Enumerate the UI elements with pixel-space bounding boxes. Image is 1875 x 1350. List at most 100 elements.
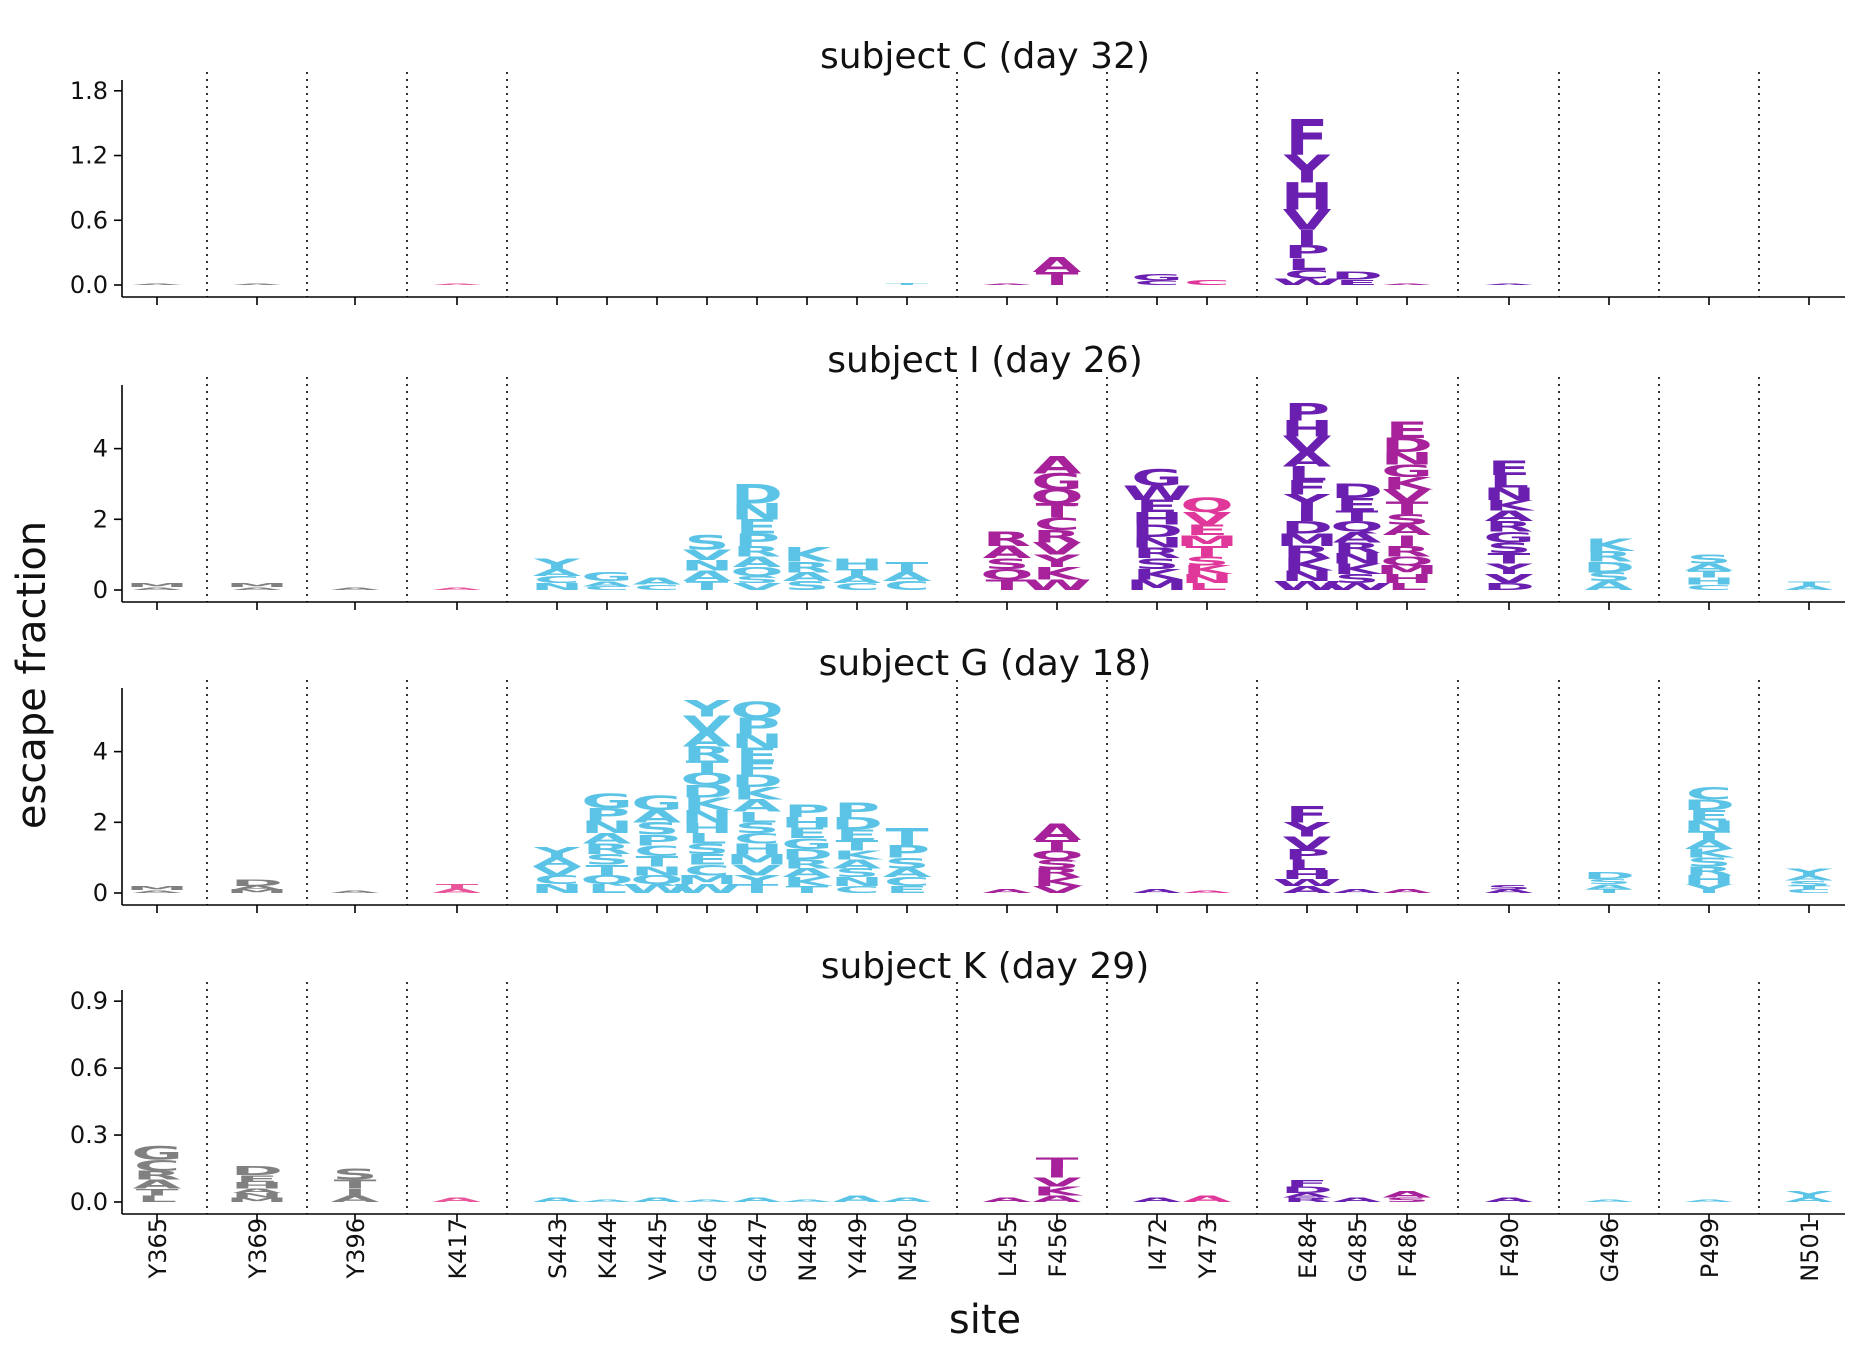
- logo-letter: G: [581, 790, 633, 812]
- logo-letter: A: [983, 889, 1032, 895]
- logo-letter: M: [226, 583, 289, 589]
- logo-letter: K: [1183, 563, 1234, 577]
- logo-letter: D: [731, 771, 783, 791]
- logo-letter: A: [133, 1177, 182, 1191]
- logo-letter: S: [784, 579, 829, 593]
- logo-letter: C: [1034, 514, 1080, 534]
- logo-letter: T: [736, 882, 779, 896]
- logo-letter: S: [734, 574, 779, 585]
- x-tick-label: G485: [1344, 1218, 1372, 1282]
- logo-letter: N: [231, 1192, 284, 1199]
- logo-letter: A: [1485, 284, 1534, 286]
- logo-letter: M: [726, 851, 789, 868]
- logo-letter: N: [1131, 534, 1184, 551]
- x-tick-label: F456: [1044, 1218, 1072, 1278]
- logo-letter: A: [883, 1196, 932, 1203]
- logo-letter: G: [1131, 466, 1183, 491]
- logo-letter: V: [1183, 509, 1232, 529]
- logo-letter: E: [1336, 495, 1379, 515]
- y-tick-label: 1.8: [70, 77, 108, 105]
- logo-letter: R: [733, 543, 781, 560]
- logo-letter: E: [1688, 807, 1731, 824]
- logo-letter: A: [1685, 838, 1734, 852]
- logo-letter: Q: [1180, 494, 1233, 516]
- logo-letter: A: [133, 284, 182, 286]
- logo-letter: F: [736, 759, 779, 779]
- logo-letter: I: [1295, 505, 1318, 525]
- logo-letter: C: [1184, 278, 1230, 287]
- logo-letter: W: [1272, 579, 1341, 593]
- logo-letter: A: [983, 284, 1032, 286]
- logo-letter: M: [226, 1196, 289, 1203]
- logo-letter: K: [783, 544, 834, 566]
- y-tick-label: 4: [93, 738, 108, 766]
- logo-letter: L: [1287, 463, 1327, 485]
- logo-letter: O: [730, 698, 783, 723]
- logo-letter: R: [1283, 542, 1331, 562]
- logo-letter: D: [731, 479, 783, 510]
- logo-letter: A: [1333, 889, 1382, 895]
- logo-letter: S: [1134, 555, 1179, 572]
- logo-letter: V: [1033, 539, 1082, 559]
- y-tick-label: 0.0: [70, 271, 108, 299]
- logo-letter: T: [1788, 580, 1832, 587]
- logo-letter: M: [226, 889, 289, 895]
- logo-letter: H: [1683, 576, 1736, 587]
- logo-letter: D: [1331, 270, 1383, 282]
- logo-letter: D: [1131, 521, 1183, 541]
- logo-letter: Y: [1685, 882, 1734, 896]
- logo-letter: P: [784, 801, 830, 821]
- logo-letter: N: [1683, 818, 1736, 835]
- logo-letter: A: [833, 857, 882, 871]
- logo-letter: W: [622, 882, 691, 896]
- logo-letter: T: [1186, 543, 1229, 560]
- logo-letter: E: [1136, 496, 1179, 516]
- logo-letter: P: [834, 799, 880, 821]
- logo-letter: A: [1383, 1189, 1432, 1200]
- x-tick-label: L455: [994, 1218, 1022, 1277]
- logo-letter: E: [686, 851, 729, 868]
- x-tick-label: Y449: [844, 1218, 872, 1279]
- logo-letter: T: [886, 823, 930, 851]
- logo-letter: H: [1131, 509, 1184, 529]
- logo-letter: E: [786, 825, 829, 842]
- logo-letter: G: [631, 792, 683, 814]
- logo-letter: S: [1384, 1196, 1429, 1203]
- logo-letter: A: [1333, 529, 1383, 546]
- logo-letter: E: [1186, 522, 1229, 539]
- logo-letter: A: [1685, 562, 1734, 573]
- logo-letter: A: [583, 580, 632, 589]
- logo-letter: Y: [1283, 148, 1331, 192]
- logo-letter: K: [1033, 875, 1084, 889]
- logo-letter: Y: [1283, 819, 1332, 841]
- logo-letter: S: [1586, 570, 1631, 584]
- logo-letter: H: [1281, 868, 1334, 882]
- logo-letter: T: [886, 559, 929, 576]
- logo-letter: K: [1383, 473, 1435, 493]
- logo-letter: C: [884, 875, 930, 889]
- logo-letter: A: [883, 570, 932, 584]
- logo-letter: S: [332, 1166, 377, 1184]
- y-axis-label: escape fraction: [9, 521, 55, 829]
- logo-letter: A: [1033, 253, 1082, 277]
- y-tick-label: 0: [93, 879, 108, 907]
- logo-letter: A: [833, 574, 882, 585]
- logo-letter: R: [1133, 545, 1181, 562]
- logo-letter: V: [533, 864, 582, 878]
- logo-letter: Y: [1283, 491, 1332, 513]
- logo-letter: T: [886, 282, 930, 285]
- logo-letter: V: [1383, 486, 1432, 506]
- x-tick-label: N448: [794, 1218, 822, 1282]
- logo-letter: H: [781, 814, 834, 831]
- logo-letter: F: [1286, 477, 1329, 499]
- logo-letter: C: [1686, 583, 1732, 592]
- logo-letter: S: [1384, 511, 1429, 528]
- logo-letter: N: [631, 864, 684, 878]
- logo-letter: S: [984, 555, 1029, 572]
- logo-letter: Y: [1785, 866, 1833, 877]
- logo-letter: S: [684, 531, 729, 553]
- logo-letter: A: [331, 890, 380, 894]
- logo-letter: P: [734, 714, 780, 739]
- logo-letter: K: [1333, 561, 1384, 578]
- logo-letter: A: [583, 1199, 632, 1203]
